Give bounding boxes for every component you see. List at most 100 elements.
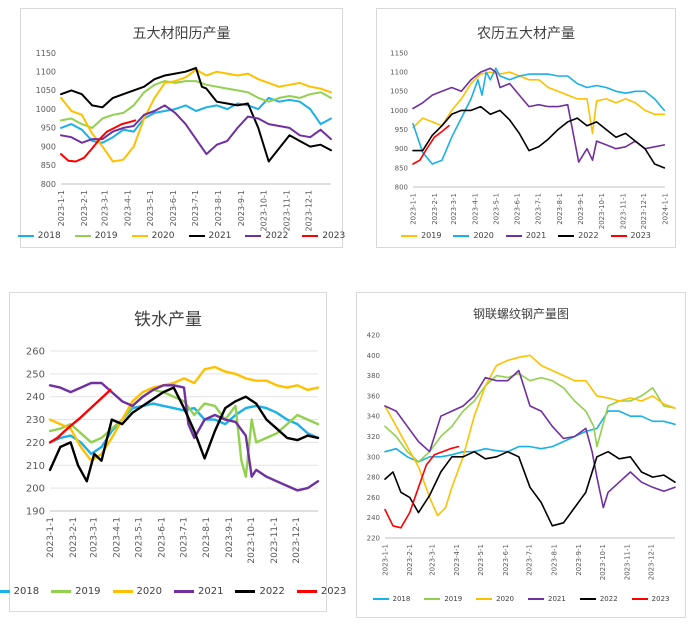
x-tick-label: 2024-1-1	[661, 193, 669, 225]
x-tick-label: 2023-8-1	[214, 190, 223, 226]
legend-swatch	[74, 235, 91, 237]
x-tick-label: 2023-3-1	[450, 193, 458, 225]
y-tick-label: 250	[26, 369, 45, 380]
chart-plot-3: 190 200 210 220 230 240 250 260 2023-1-1 2023-2-1…	[26, 347, 320, 564]
legend-swatch	[112, 590, 133, 593]
x-tick-label: 2023-1-1	[409, 193, 417, 225]
x-tick-label: 2023-10-1	[599, 544, 607, 580]
legend-label: 2020	[136, 586, 162, 597]
legend-item-2018: 2018	[0, 586, 39, 597]
legend-item-2022: 2022	[235, 586, 285, 597]
chart-title-3: 铁水产量	[134, 310, 202, 330]
series-line-2020	[384, 354, 676, 517]
y-tick-label: 1050	[390, 88, 408, 96]
x-tick-label: 2023-9-1	[577, 193, 585, 225]
legend-label: 2018	[37, 231, 61, 241]
legend-swatch	[372, 598, 389, 600]
y-tick-label: 230	[26, 415, 45, 426]
x-tick-label: 2023-9-1	[225, 517, 235, 558]
x-tick-label: 2023-4-1	[124, 190, 133, 226]
x-tick-label: 2023-6-1	[169, 190, 178, 226]
series-line-2019	[60, 80, 332, 129]
legend-label: 2020	[151, 231, 175, 241]
series-line-2019	[384, 372, 676, 463]
legend-swatch	[17, 235, 34, 237]
y-tick-label: 1050	[36, 86, 56, 95]
x-tick-label: 2023-12-1	[640, 193, 648, 229]
legend-swatch	[528, 598, 544, 600]
x-tick-label: 2023-10-1	[598, 193, 606, 229]
y-tick-label: 210	[26, 461, 45, 472]
legend-item-2022: 2022	[245, 231, 288, 241]
x-tick-label: 2023-4-1	[453, 544, 461, 576]
series-line-2021	[412, 67, 666, 163]
x-tick-label: 2023-8-1	[202, 517, 212, 558]
y-tick-label: 220	[26, 438, 45, 449]
legend-swatch	[631, 598, 648, 600]
series-line-2022	[48, 386, 320, 483]
series-line-2022	[384, 450, 676, 527]
x-tick-label: 2023-2-1	[80, 190, 89, 226]
y-tick-label: 400	[367, 352, 380, 360]
legend-item-2019: 2019	[424, 595, 462, 603]
y-tick-label: 420	[367, 331, 380, 339]
legend-label: 2022	[578, 231, 599, 240]
legend-swatch	[245, 235, 262, 237]
legend-label: 2023	[630, 231, 651, 240]
chart-plot-4: 220 240 260 280 300 320 340 360 380 400 420 2023-1-…	[367, 331, 676, 580]
series-line-2023	[384, 445, 460, 529]
legend-swatch	[296, 590, 317, 593]
y-tick-label: 360	[367, 392, 380, 400]
x-tick-label: 2023-3-1	[90, 517, 100, 558]
x-tick-label: 2023-1-1	[381, 544, 389, 576]
legend-item-2019: 2019	[74, 231, 118, 241]
x-tick-label: 2023-2-1	[69, 517, 79, 558]
legend-swatch	[131, 235, 148, 237]
y-tick-label: 850	[41, 161, 56, 170]
x-tick-label: 2023-2-1	[406, 544, 414, 576]
series-line-2023	[412, 124, 450, 165]
x-tick-label: 2023-5-1	[135, 517, 145, 558]
legend-swatch	[579, 598, 596, 600]
chart-legend-1: 2018 2019 2020 2021 2022 2023	[17, 231, 345, 241]
x-tick-label: 2023-10-1	[259, 190, 268, 231]
legend-swatch	[505, 234, 522, 237]
chart-panel-1: 五大材阳历产量 800 850 900 950 1000 1050 1100 1150 2023…	[17, 8, 345, 248]
x-tick-label: 2023-3-1	[101, 190, 110, 226]
legend-item-2021: 2021	[528, 595, 566, 603]
chart-legend-3: 2018 2019 2020 2021 2022 2023	[0, 586, 346, 597]
x-tick-label: 2023-3-1	[428, 544, 436, 576]
series-line-2019	[48, 388, 320, 478]
chart-plot-2: 800 850 900 950 1000 1050 1100 1150 2023-1-1 2023…	[390, 49, 669, 229]
legend-label: 2020	[473, 231, 494, 240]
legend-swatch	[558, 234, 575, 237]
y-tick-label: 240	[26, 392, 45, 403]
x-tick-label: 2023-1-1	[46, 517, 56, 558]
y-tick-label: 850	[395, 164, 408, 172]
legend-item-2020: 2020	[453, 231, 494, 240]
x-tick-label: 2023-7-1	[534, 193, 542, 225]
x-tick-label: 2023-9-1	[575, 544, 583, 576]
legend-label: 2023	[320, 586, 347, 597]
legend-label: 2022	[265, 231, 289, 241]
x-tick-label: 2023-5-1	[477, 544, 485, 576]
x-tick-label: 2023-1-1	[57, 190, 66, 226]
legend-item-2023: 2023	[296, 586, 347, 597]
series-line-2021	[384, 369, 676, 509]
x-tick-label: 2023-11-1	[624, 544, 632, 580]
chart-legend-4: 2018 2019 2020 2021 2022 2023	[357, 595, 685, 603]
y-tick-label: 340	[367, 413, 380, 421]
legend-item-2020: 2020	[476, 595, 514, 603]
y-tick-label: 950	[41, 124, 56, 133]
x-tick-label: 2023-6-1	[157, 517, 167, 558]
chart-plot-1: 800 850 900 950 1000 1050 1100 1150 2023-1-1 2023…	[36, 49, 332, 231]
legend-label: 2019	[75, 586, 101, 597]
legend-label: 2021	[525, 231, 547, 240]
x-tick-label: 2023-4-1	[112, 517, 122, 558]
x-tick-label: 2023-11-1	[270, 517, 280, 564]
x-tick-label: 2023-6-1	[502, 544, 510, 576]
x-tick-label: 2023-8-1	[556, 193, 564, 225]
x-tick-label: 2023-10-1	[247, 517, 257, 564]
legend-swatch	[174, 590, 194, 593]
series-line-2020	[60, 68, 332, 163]
